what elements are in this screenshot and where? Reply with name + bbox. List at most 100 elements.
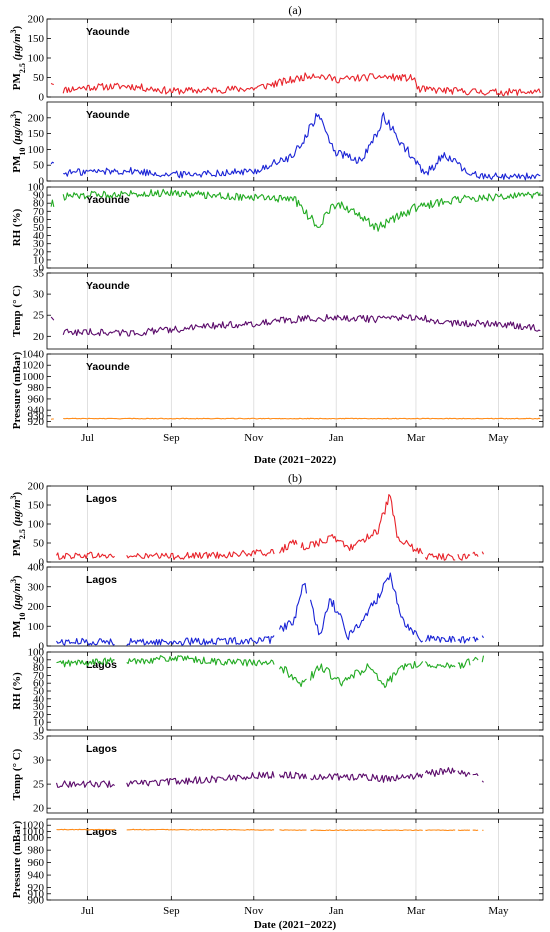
- plot-frame: [46, 272, 544, 350]
- y-tick-label: 0: [39, 92, 45, 104]
- series-line: [279, 771, 308, 780]
- y-axis-label: PM10 (μg/m3): [9, 110, 27, 173]
- series-line: [279, 829, 307, 831]
- y-tick-label: 1000: [22, 832, 45, 844]
- x-tick-label: Jan: [329, 432, 344, 444]
- series-line: [472, 656, 479, 662]
- y-tick-label: 0: [39, 176, 45, 188]
- series-line: [279, 539, 298, 554]
- plot-frame: [46, 818, 544, 901]
- y-tick-label: 30: [33, 289, 45, 301]
- y-tick-label: 0: [39, 725, 45, 737]
- series-line: [481, 551, 484, 555]
- x-tick-label: Jan: [329, 905, 344, 917]
- y-tick-label: 920: [28, 882, 45, 894]
- x-tick-label: Sep: [163, 905, 180, 917]
- city-label: Yaounde: [86, 361, 130, 373]
- series-line: [56, 828, 115, 831]
- y-tick-label: 100: [28, 519, 45, 531]
- series-line: [56, 551, 115, 560]
- y-axis-label: PM2.5 (μg/m3): [9, 491, 27, 556]
- series-line: [472, 773, 479, 777]
- y-tick-label: 200: [28, 601, 45, 613]
- subplot-4: 20 25 30 35 Temp (° C) Yaounde: [11, 268, 544, 350]
- series-line: [62, 313, 541, 337]
- series-line: [310, 772, 424, 783]
- y-tick-label: 80: [33, 662, 45, 674]
- series-line: [472, 636, 479, 642]
- y-tick-label: 1020: [22, 820, 45, 832]
- series-line: [457, 553, 471, 561]
- y-axis-label: Pressure (mBar): [11, 351, 23, 429]
- x-axis-label: Date (2021−2022): [254, 454, 337, 466]
- series-line: [425, 829, 456, 832]
- series-line: [55, 780, 115, 788]
- x-tick-label: Jul: [81, 432, 94, 444]
- y-tick-label: 920: [28, 416, 45, 428]
- series-line: [481, 655, 485, 663]
- y-tick-label: 90: [33, 654, 45, 666]
- city-label: Lagos: [86, 743, 117, 755]
- y-tick-label: 960: [28, 857, 45, 869]
- y-tick-label: 100: [28, 144, 45, 156]
- series-line: [126, 548, 275, 561]
- series-line: [424, 767, 456, 777]
- series-line: [279, 666, 307, 688]
- y-tick-label: 0: [39, 557, 45, 569]
- x-tick-label: Sep: [163, 432, 180, 444]
- y-tick-label: 100: [28, 53, 45, 65]
- y-tick-label: 980: [28, 382, 45, 394]
- series-line: [62, 188, 541, 232]
- series-line: [63, 417, 541, 420]
- series-line: [424, 661, 456, 669]
- x-axis-label: Date (2021−2022): [254, 919, 337, 931]
- y-axis-label: Pressure (mBar): [11, 820, 23, 898]
- series-line: [126, 828, 275, 831]
- series-line: [50, 199, 55, 208]
- y-tick-label: 80: [33, 198, 45, 210]
- y-tick-label: 0: [39, 263, 45, 275]
- y-tick-label: 20: [33, 331, 45, 343]
- y-tick-label: 50: [33, 222, 45, 234]
- panel-label: (b): [288, 471, 302, 485]
- y-tick-label: 35: [33, 731, 45, 743]
- city-label: Lagos: [86, 574, 117, 586]
- series-line: [278, 582, 308, 632]
- y-tick-label: 20: [33, 246, 45, 258]
- plot-frame: [46, 566, 544, 647]
- plot-frame: [46, 485, 544, 563]
- series-line: [424, 634, 456, 643]
- x-tick-label: Nov: [244, 905, 263, 917]
- y-tick-label: 100: [28, 621, 45, 633]
- y-axis-label: PM2.5 (μg/m3): [9, 25, 27, 90]
- y-tick-label: 10: [33, 717, 45, 729]
- y-tick-label: 1040: [22, 349, 45, 361]
- series-line: [309, 660, 424, 689]
- plot-frame: [46, 735, 544, 814]
- y-tick-label: 30: [33, 701, 45, 713]
- series-line: [300, 494, 424, 555]
- y-tick-label: 50: [33, 72, 45, 84]
- series-line: [62, 72, 541, 97]
- y-tick-label: 60: [33, 678, 45, 690]
- series-line: [63, 112, 541, 181]
- plot-frame: [46, 651, 544, 731]
- y-tick-label: 200: [28, 112, 45, 124]
- x-tick-label: Mar: [407, 905, 426, 917]
- y-tick-label: 910: [28, 888, 45, 900]
- series-line: [50, 161, 55, 165]
- series-line: [126, 635, 275, 646]
- y-tick-label: 30: [33, 755, 45, 767]
- y-tick-label: 900: [28, 895, 45, 907]
- series-line: [126, 655, 275, 667]
- x-tick-label: Mar: [407, 432, 426, 444]
- y-tick-label: 60: [33, 214, 45, 226]
